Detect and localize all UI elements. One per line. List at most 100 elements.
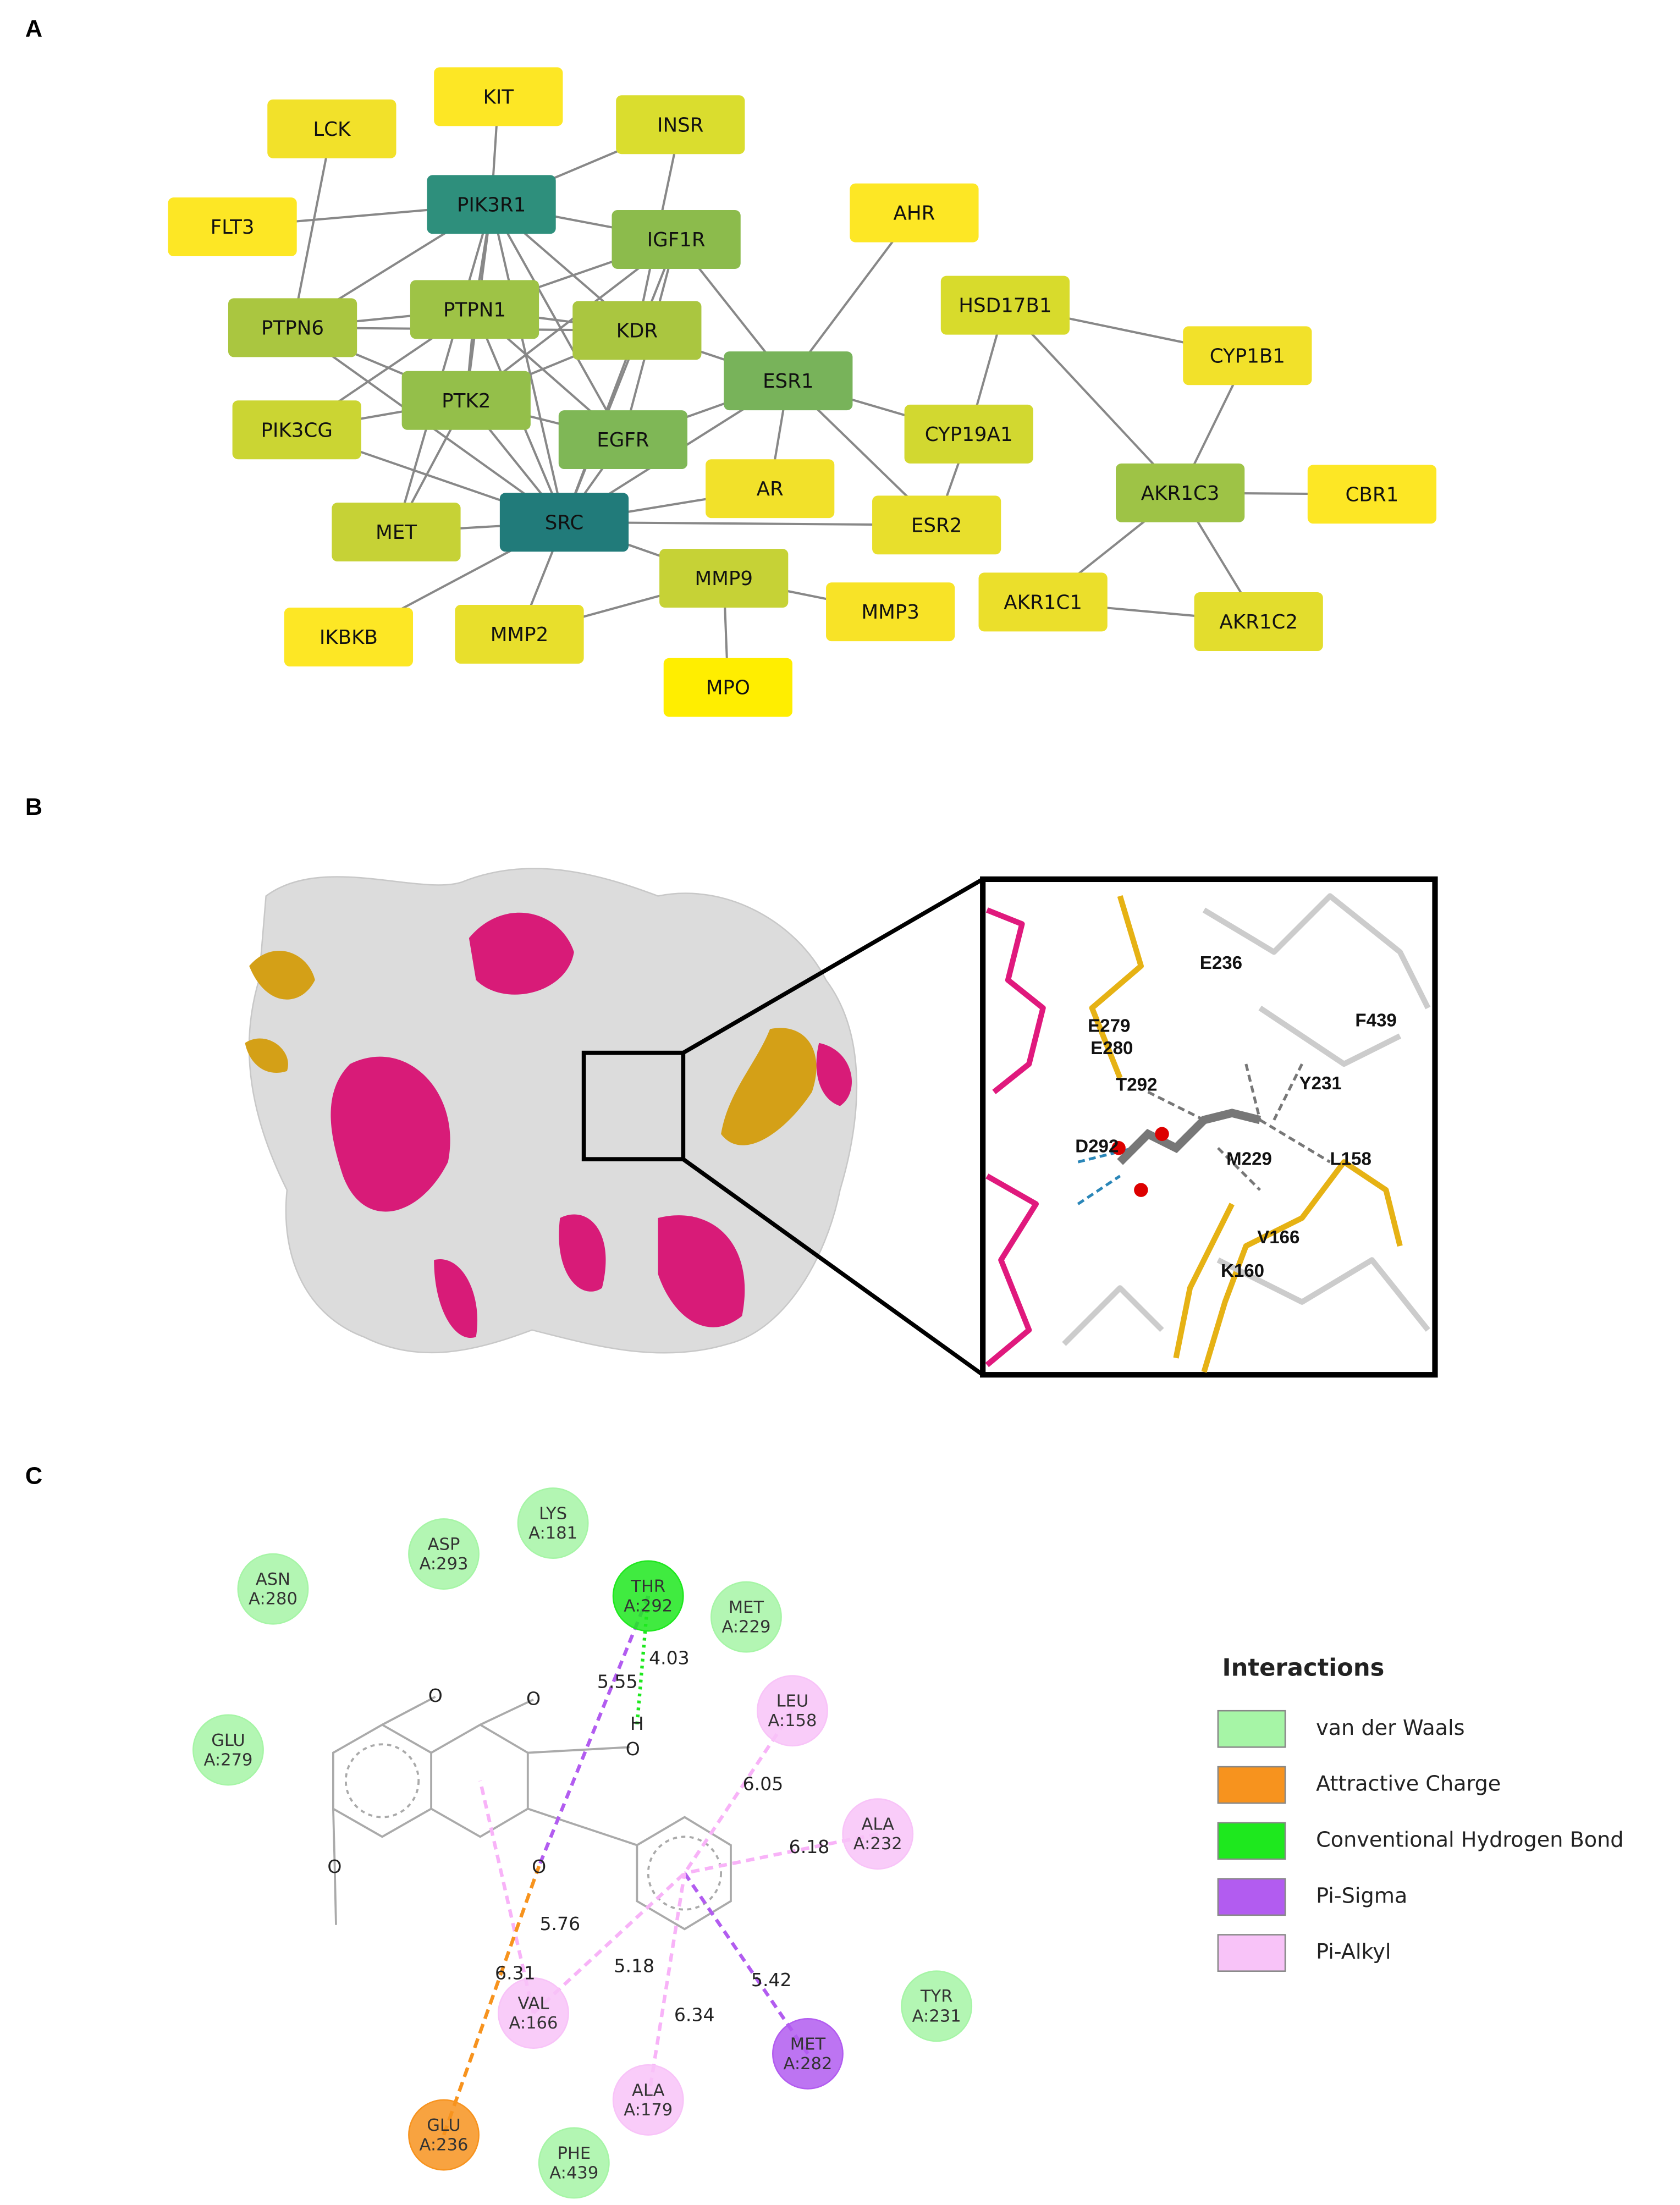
residue — [192, 1714, 264, 1786]
surface-patch — [559, 1214, 606, 1292]
residue-name: MET — [729, 1598, 764, 1617]
node-label: HSD17B1 — [959, 295, 1051, 317]
residue-name: LEU — [776, 1692, 809, 1711]
surface-patch — [721, 1028, 817, 1145]
node — [455, 604, 584, 664]
residue-label: E280 — [1090, 1038, 1133, 1059]
residue — [757, 1675, 828, 1747]
residue-label: E236 — [1200, 953, 1242, 973]
ligand-sticks — [1111, 1109, 1262, 1197]
residue-name: VAL — [518, 1994, 549, 2013]
node — [872, 495, 1001, 555]
atom-label: O — [428, 1685, 443, 1706]
residue-chain: A:166 — [509, 2014, 558, 2033]
node-label: AR — [757, 478, 784, 500]
interaction-line — [646, 1872, 687, 2101]
node-label: IGF1R — [647, 229, 706, 251]
node-label: MPO — [706, 677, 750, 699]
distance-label: 6.18 — [789, 1836, 830, 1857]
node-label: PIK3R1 — [457, 194, 526, 216]
node-label: FLT3 — [211, 216, 255, 239]
residue — [842, 1798, 914, 1870]
residue-label: D292 — [1075, 1136, 1119, 1156]
node-label: LCK — [313, 118, 351, 141]
node-label: MMP2 — [491, 624, 549, 646]
residue-name: LYS — [539, 1504, 567, 1523]
panel-label: C — [25, 1463, 42, 1490]
residue-chain: A:229 — [721, 1618, 770, 1637]
interaction-line — [537, 1595, 650, 1867]
residue — [612, 2064, 684, 2136]
distance-label: 6.05 — [743, 1773, 784, 1795]
node — [1194, 592, 1323, 651]
backbone — [985, 893, 1431, 1373]
node — [228, 298, 357, 357]
node-label: PTK2 — [442, 390, 491, 412]
residue-label: F439 — [1355, 1010, 1396, 1030]
node-label: AKR1C3 — [1141, 482, 1220, 505]
residue-chain: A:236 — [420, 2136, 469, 2155]
surface-patch — [434, 1259, 478, 1338]
node-label: CYP19A1 — [925, 423, 1013, 446]
residue — [498, 1977, 569, 2049]
node-label: MMP3 — [861, 601, 919, 624]
node — [616, 95, 745, 155]
distance-label: 6.31 — [495, 1962, 536, 1983]
distance-label: 6.34 — [674, 2004, 715, 2026]
legend-swatch — [1217, 1878, 1286, 1916]
residue-chain: A:179 — [624, 2101, 673, 2120]
node — [978, 572, 1108, 632]
node — [410, 280, 539, 339]
residue-chain: A:232 — [853, 1834, 902, 1854]
node — [572, 301, 702, 360]
ligand — [332, 1696, 732, 1931]
node — [232, 400, 361, 460]
residue-chain: A:439 — [549, 2163, 598, 2182]
node — [904, 404, 1033, 464]
node-label: EGFR — [597, 429, 649, 451]
residue-name: PHE — [557, 2144, 591, 2163]
legend-swatch — [1217, 1766, 1286, 1804]
residue-name: ALA — [861, 1815, 894, 1834]
node — [499, 493, 629, 552]
node-label: CYP1B1 — [1210, 345, 1285, 367]
node-label: PTPN1 — [443, 299, 506, 321]
residue — [408, 1518, 480, 1590]
node-label: MET — [376, 521, 417, 544]
residue — [538, 2127, 610, 2199]
surface-patch — [658, 1215, 745, 1327]
legend-title: Interactions — [1222, 1655, 1385, 1682]
node-label: AKR1C1 — [1004, 591, 1082, 614]
residue — [408, 2099, 480, 2171]
distance-label: 5.18 — [614, 1955, 654, 1977]
node-label: KIT — [483, 86, 514, 108]
surface-patch — [245, 1038, 288, 1073]
atom-label: O — [626, 1738, 640, 1760]
node — [434, 67, 563, 126]
zoom-line — [682, 1157, 984, 1377]
edge — [490, 203, 624, 440]
legend-swatch — [1217, 1934, 1286, 1972]
residue-label: K160 — [1221, 1261, 1264, 1281]
legend-label: Conventional Hydrogen Bond — [1316, 1828, 1623, 1852]
residue — [517, 1487, 589, 1559]
node — [1116, 463, 1245, 522]
surface-patch — [816, 1043, 852, 1106]
node-label: ESR1 — [763, 370, 814, 393]
residue-name: TYR — [920, 1987, 953, 2006]
node — [332, 503, 461, 562]
interaction-line — [478, 1780, 536, 2014]
node — [940, 275, 1070, 335]
edge — [291, 128, 333, 328]
residue-chain: A:293 — [420, 1554, 469, 1574]
residue-name: MET — [790, 2035, 826, 2054]
atom-label: O — [532, 1856, 546, 1877]
atom-label: O — [327, 1856, 341, 1877]
node-label: IKBKB — [320, 626, 378, 649]
residue — [772, 2017, 844, 2090]
interaction-line — [442, 1865, 541, 2136]
node — [663, 658, 792, 717]
zoom-box — [581, 1050, 686, 1161]
network: KIT LCK INSR PIK3R1 FLT3 IGF1R AHR HSD17B1 CYP1B… — [168, 67, 1437, 717]
